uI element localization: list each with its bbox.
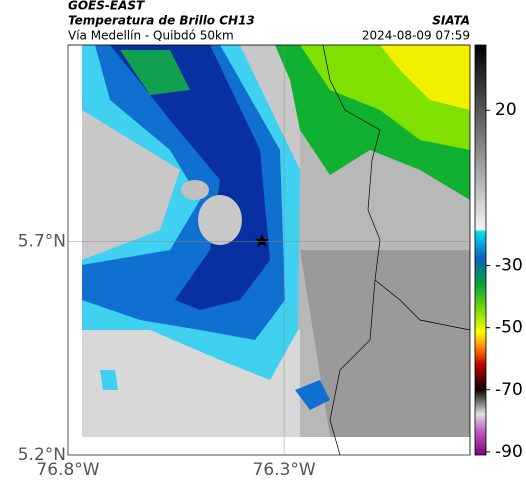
subtitle: Temperatura de Brillo CH13 [68,14,255,28]
title: GOES-EAST [68,0,145,13]
colorbar-tick-label: -50 [495,318,523,338]
y-tick-label: 5.2°N [18,445,66,465]
satellite-image [68,45,470,455]
colorbar [474,44,487,456]
timestamp: 2024-08-09 07:59 [362,29,470,43]
y-tick-label: 5.7°N [18,231,66,251]
colorbar-tick-label: -70 [495,380,523,400]
x-tick-label: 76.3°W [253,460,316,480]
colorbar-tick-label: 20 [495,100,517,120]
x-tick-label: 76.8°W [36,460,99,480]
source: SIATA [432,14,470,28]
colorbar-tick-label: -90 [495,442,523,462]
region: Vía Medellín - Quibdó 50km [68,29,234,43]
colorbar-tick-label: -30 [495,256,523,276]
